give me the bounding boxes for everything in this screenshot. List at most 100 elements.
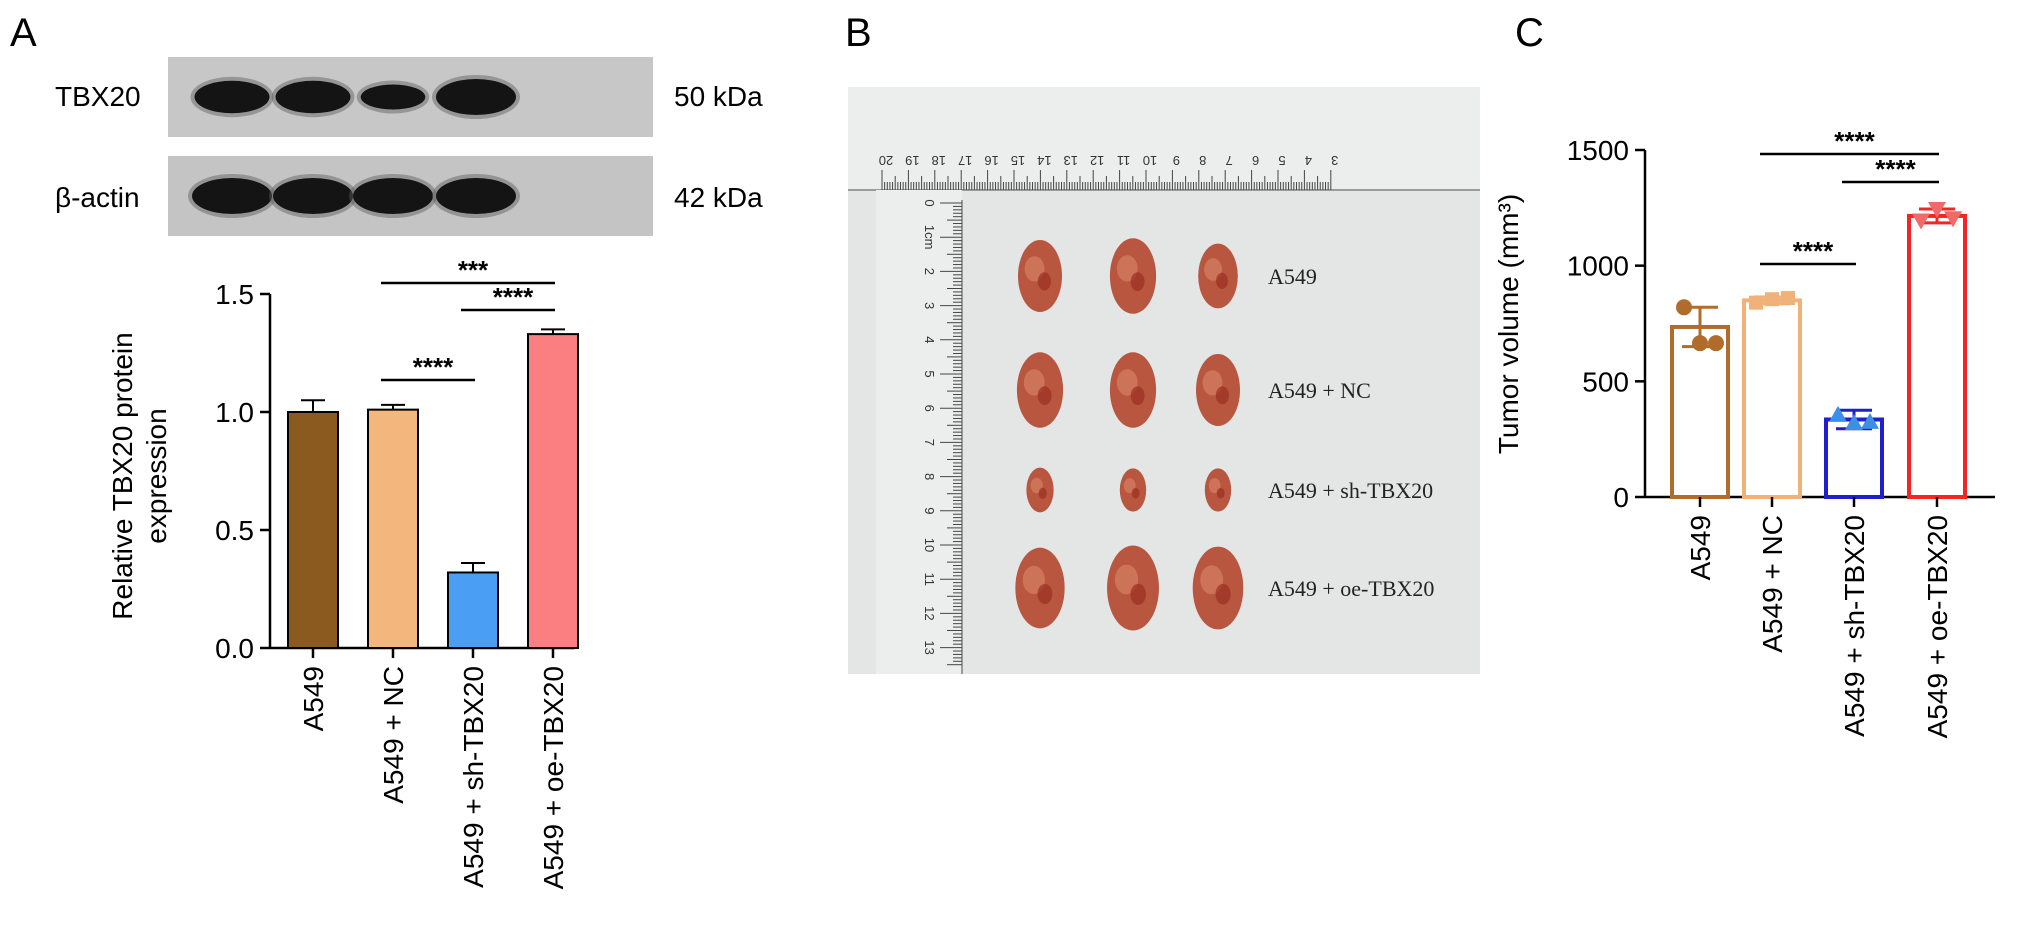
- data-point: [1861, 412, 1879, 429]
- bar: [447, 571, 499, 649]
- bar: [1670, 324, 1730, 499]
- bar: [527, 333, 579, 649]
- band-0-0: [194, 80, 270, 114]
- band-0-2: [360, 84, 426, 110]
- blot-label-tbx20: TBX20: [55, 81, 141, 112]
- x-tick-label: A549 + NC: [378, 666, 409, 804]
- x-tick-label: A549 + sh-TBX20: [1839, 515, 1870, 737]
- top-ruler-number: 17: [958, 153, 972, 168]
- y-tick-label: 0.0: [215, 633, 254, 664]
- y-tick-label: 1.5: [215, 279, 254, 310]
- data-point: [1781, 291, 1795, 306]
- y-tick-label: 1.0: [215, 397, 254, 428]
- tumor-photo: 20 19 18 17 16 15 14 13 12 11 10 9 8 7 6 5 4 3 0 1cm 2 3 4 5 6 7 8…: [848, 87, 1480, 674]
- left-ruler-number: 2: [922, 268, 937, 275]
- data-point: [1676, 299, 1692, 316]
- left-ruler-number: 10: [922, 538, 937, 552]
- panel-letter-b: B: [845, 11, 872, 55]
- significance-label: ****: [493, 282, 534, 312]
- x-tick-label: A549 + oe-TBX20: [538, 666, 569, 889]
- x-tick-label: A549: [1685, 515, 1716, 580]
- significance-label: ****: [1875, 154, 1916, 184]
- top-ruler-number: 15: [1011, 153, 1025, 168]
- chart-c-ylabel: Tumor volume (mm³): [1493, 194, 1524, 454]
- left-ruler-number: 13: [922, 640, 937, 654]
- left-ruler-number: 12: [922, 606, 937, 620]
- y-tick-label: 500: [1582, 366, 1629, 397]
- data-point: [1765, 292, 1779, 307]
- top-ruler-number: 3: [1331, 153, 1338, 168]
- left-ruler-number: 6: [922, 405, 937, 412]
- tumor-group-label: A549 + sh-TBX20: [1268, 478, 1433, 503]
- data-point: [1692, 335, 1708, 352]
- top-ruler-number: 13: [1064, 153, 1078, 168]
- top-ruler-number: 6: [1252, 153, 1259, 168]
- tumor-highlight: [1023, 369, 1045, 396]
- chart-a-ylabel-line1: Relative TBX20 protein: [107, 332, 138, 619]
- tumor-highlight: [1024, 256, 1045, 282]
- left-ruler-number: 0: [922, 199, 937, 206]
- band-1-2: [353, 178, 433, 214]
- left-ruler-number: 11: [922, 572, 937, 586]
- bar: [1907, 213, 1967, 499]
- chart-c: Tumor volume (mm³) 0 500 1000 1500 A549 A549 …: [1493, 126, 1995, 738]
- left-ruler-number: 4: [922, 336, 937, 343]
- x-tick-label: A549 + NC: [1757, 515, 1788, 653]
- band-1-3: [436, 178, 516, 214]
- blot-mw-tbx20: 50 kDa: [674, 81, 763, 112]
- top-ruler-number: 14: [1037, 153, 1051, 168]
- tumor-group-label: A549: [1268, 264, 1317, 289]
- bar: [1824, 417, 1884, 499]
- significance-label: ****: [1793, 236, 1834, 266]
- top-ruler-number: 7: [1226, 153, 1233, 168]
- left-ruler-number: 9: [922, 507, 937, 514]
- data-point: [1708, 335, 1724, 352]
- top-ruler-number: 20: [879, 153, 893, 168]
- panel-letter-c: C: [1515, 11, 1544, 55]
- tumor-shadow: [1215, 583, 1231, 605]
- band-1-1: [273, 178, 353, 214]
- band-0-1: [275, 80, 351, 114]
- tumor-shadow: [1130, 272, 1145, 292]
- data-point: [1944, 211, 1962, 228]
- data-point: [1912, 213, 1930, 230]
- tumor-shadow: [1037, 386, 1052, 406]
- tumor-shadow: [1215, 386, 1229, 405]
- top-ruler-number: 18: [932, 153, 946, 168]
- data-point: [1749, 295, 1763, 310]
- x-tick-label: A549 + oe-TBX20: [1922, 515, 1953, 738]
- band-0-3: [436, 79, 516, 115]
- left-ruler-number: 1cm: [922, 225, 937, 250]
- top-ruler-number: 12: [1090, 153, 1104, 168]
- bar: [1742, 298, 1802, 499]
- x-tick-label: A549 + sh-TBX20: [458, 666, 489, 888]
- top-ruler-number: 16: [984, 153, 998, 168]
- top-ruler-number: 19: [905, 153, 919, 168]
- tumor-group-label: A549 + NC: [1268, 378, 1371, 403]
- top-ruler-number: 9: [1173, 153, 1180, 168]
- tumor-highlight: [1208, 478, 1221, 494]
- tumor-highlight: [1204, 258, 1222, 281]
- top-ruler-number: 8: [1199, 153, 1206, 168]
- data-point: [1829, 405, 1847, 422]
- bar: [367, 408, 419, 650]
- top-ruler-number: 11: [1117, 153, 1131, 168]
- left-ruler-number: 3: [922, 302, 937, 309]
- significance-label: ***: [458, 255, 489, 285]
- tumor-highlight: [1123, 478, 1136, 494]
- tumor-highlight: [1116, 369, 1138, 396]
- significance-label: ****: [413, 352, 454, 382]
- top-ruler: [848, 87, 1480, 190]
- x-tick-label: A549: [298, 666, 329, 731]
- tumor-highlight: [1200, 565, 1224, 595]
- tumor-shadow: [1130, 583, 1146, 605]
- tumor-shadow: [1216, 487, 1225, 499]
- tumor-shadow: [1037, 272, 1051, 291]
- y-tick-label: 0: [1613, 482, 1629, 513]
- left-ruler-number: 8: [922, 473, 937, 480]
- blot-mw-actin: 42 kDa: [674, 182, 763, 213]
- top-ruler-number: 10: [1143, 153, 1157, 168]
- western-blot: TBX20 β-actin 50 kDa 42 kDa: [55, 57, 763, 236]
- tumor-shadow: [1131, 487, 1140, 499]
